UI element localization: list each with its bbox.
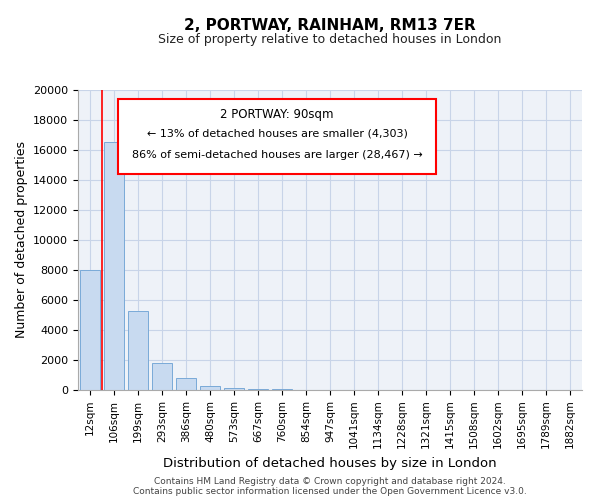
Text: Contains HM Land Registry data © Crown copyright and database right 2024.: Contains HM Land Registry data © Crown c… [154,478,506,486]
Bar [80,270,100,390]
Bar [152,363,172,390]
Bar [224,388,244,390]
Text: Size of property relative to detached houses in London: Size of property relative to detached ho… [158,32,502,46]
FancyBboxPatch shape [118,99,436,174]
Bar [176,378,196,390]
Text: ← 13% of detached houses are smaller (4,303): ← 13% of detached houses are smaller (4,… [146,129,407,139]
Text: Contains public sector information licensed under the Open Government Licence v3: Contains public sector information licen… [133,488,527,496]
Bar [200,386,220,390]
Text: 2, PORTWAY, RAINHAM, RM13 7ER: 2, PORTWAY, RAINHAM, RM13 7ER [184,18,476,32]
Y-axis label: Number of detached properties: Number of detached properties [14,142,28,338]
Bar [248,388,268,390]
Text: 2 PORTWAY: 90sqm: 2 PORTWAY: 90sqm [220,108,334,121]
Text: 86% of semi-detached houses are larger (28,467) →: 86% of semi-detached houses are larger (… [132,150,422,160]
Bar [272,389,292,390]
Bar [104,142,124,390]
X-axis label: Distribution of detached houses by size in London: Distribution of detached houses by size … [163,457,497,470]
Bar [128,310,148,390]
